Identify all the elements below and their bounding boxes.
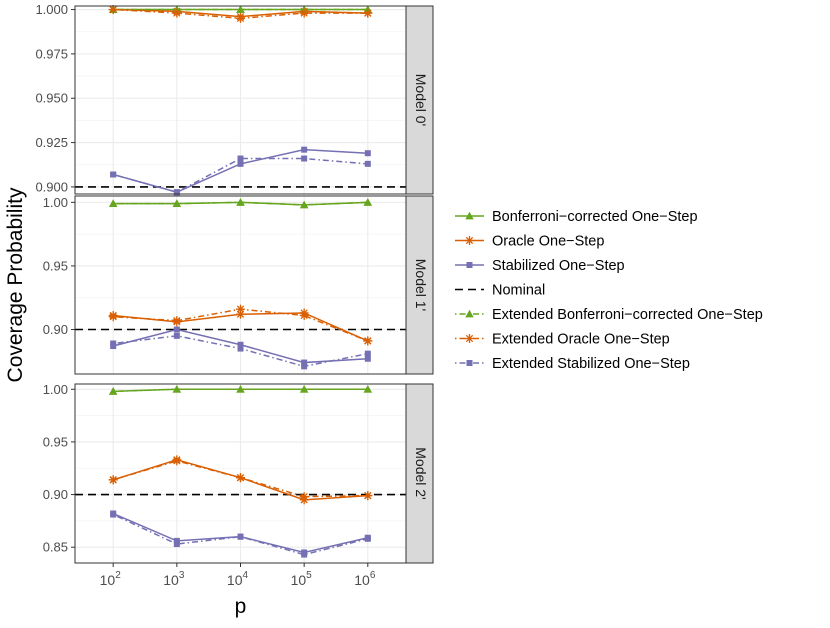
- data-point-stabilized-solid: [237, 160, 244, 167]
- data-point-stabilized-solid: [237, 341, 244, 348]
- data-point-stabilized-dotdash: [364, 160, 371, 167]
- data-point-bonferroni-dotdash: [363, 385, 373, 393]
- x-tick-label: 106: [354, 570, 376, 588]
- data-point-stabilized-dotdash: [301, 363, 308, 370]
- facet-strip-label: Model 0': [413, 74, 429, 126]
- data-point-stabilized-dotdash: [110, 171, 117, 178]
- facet-strip: [405, 5, 434, 195]
- legend-label: Oracle One−Step: [492, 234, 604, 250]
- data-point-oracle-dotdash: [172, 316, 182, 326]
- data-point-stabilized-dotdash: [301, 551, 308, 558]
- data-point-bonferroni-dotdash: [108, 199, 118, 207]
- data-point-oracle-dotdash: [299, 8, 309, 18]
- data-point-stabilized-dotdash: [237, 155, 244, 162]
- data-point-stabilized-solid: [364, 355, 371, 362]
- legend: Bonferroni−corrected One−Step Oracle One−…: [455, 209, 763, 372]
- data-point-stabilized-dotdash: [173, 189, 180, 196]
- series-line-stabilized-dotdash: [112, 157, 368, 194]
- y-tick-label: 0.900: [35, 179, 68, 194]
- x-tick-label: 104: [227, 570, 249, 588]
- data-point-stabilized-solid: [301, 146, 308, 153]
- y-tick-label: 1.000: [35, 2, 68, 17]
- series-line-stabilized-dotdash: [112, 513, 368, 556]
- legend-key-marker: [466, 262, 473, 268]
- data-point-bonferroni-dotdash: [172, 385, 182, 393]
- data-point-stabilized-dotdash: [364, 535, 371, 542]
- data-point-oracle-dotdash: [363, 8, 373, 18]
- y-tick-label: 0.85: [43, 540, 68, 555]
- data-point-stabilized-solid: [173, 326, 180, 333]
- legend-key-marker: [465, 334, 474, 343]
- legend-key-marker: [465, 211, 474, 220]
- x-tick-label: 103: [163, 570, 185, 588]
- legend-label: Bonferroni−corrected One−Step: [492, 209, 698, 225]
- legend-label: Nominal: [492, 283, 545, 299]
- panel-1: 0.90 0.95 1.00 Model 1': [43, 195, 434, 375]
- data-point-stabilized-dotdash: [110, 340, 117, 347]
- y-tick-label: 0.95: [43, 258, 68, 273]
- x-tick-label: 105: [291, 570, 313, 588]
- legend-label: Extended Oracle One−Step: [492, 332, 670, 348]
- data-point-bonferroni-dotdash: [236, 5, 245, 13]
- y-tick-label: 0.95: [43, 434, 68, 449]
- data-point-bonferroni-dotdash: [363, 198, 373, 206]
- data-point-bonferroni-dotdash: [108, 387, 118, 395]
- data-point-oracle-dotdash: [236, 13, 245, 23]
- y-tick-label: 0.950: [35, 91, 68, 106]
- data-point-oracle-dotdash: [236, 473, 245, 483]
- data-point-oracle-dotdash: [363, 336, 373, 346]
- data-point-oracle-dotdash: [299, 311, 309, 321]
- data-point-stabilized-solid: [301, 359, 308, 366]
- panel-2: 0.85 0.90 0.95 1.00 Model 2': [43, 382, 434, 564]
- x-axis-title: p: [235, 595, 247, 618]
- data-point-stabilized-dotdash: [301, 155, 308, 162]
- y-tick-label: 1.00: [43, 382, 68, 397]
- panel-0: 0.900 0.925 0.950 0.975 1.000 Model 0': [35, 2, 434, 196]
- data-point-oracle-dotdash: [172, 456, 182, 466]
- data-point-oracle-dotdash: [108, 475, 118, 485]
- data-point-stabilized-solid: [364, 150, 371, 157]
- y-tick-label: 0.925: [35, 135, 68, 150]
- legend-key-marker: [465, 236, 474, 245]
- data-point-stabilized-dotdash: [237, 345, 244, 352]
- data-point-stabilized-dotdash: [237, 533, 244, 540]
- data-point-oracle-dotdash: [108, 312, 118, 322]
- data-point-oracle-dotdash: [363, 491, 373, 501]
- data-point-bonferroni-dotdash: [172, 199, 182, 207]
- y-tick-label: 0.90: [43, 487, 68, 502]
- data-point-stabilized-dotdash: [173, 541, 180, 548]
- data-point-bonferroni-dotdash: [236, 385, 245, 393]
- facet-strip: [405, 383, 434, 564]
- data-point-stabilized-solid: [173, 537, 180, 544]
- data-point-bonferroni-dotdash: [299, 200, 309, 209]
- data-point-oracle-dotdash: [236, 304, 245, 314]
- y-tick-label: 0.90: [43, 322, 68, 337]
- x-tick-label: 102: [100, 570, 122, 588]
- y-tick-label: 1.00: [43, 195, 68, 210]
- legend-label: Stabilized One−Step: [492, 258, 625, 274]
- legend-key-marker: [466, 360, 473, 366]
- y-tick-label: 0.975: [35, 46, 68, 61]
- facet-strip: [405, 195, 434, 375]
- data-point-oracle-dotdash: [172, 8, 182, 18]
- facet-strip-label: Model 1': [413, 259, 429, 311]
- facet-strip-label: Model 2': [413, 447, 429, 499]
- data-point-oracle-dotdash: [299, 492, 309, 502]
- legend-label: Extended Stabilized One−Step: [492, 356, 690, 372]
- data-point-stabilized-dotdash: [110, 511, 117, 518]
- legend-key-marker: [465, 309, 474, 318]
- data-point-stabilized-dotdash: [173, 332, 180, 339]
- data-point-stabilized-dotdash: [364, 350, 371, 357]
- data-point-bonferroni-dotdash: [299, 385, 309, 393]
- data-point-bonferroni-dotdash: [236, 198, 245, 206]
- y-axis-title: Coverage Probability: [4, 187, 27, 382]
- legend-label: Extended Bonferroni−corrected One−Step: [492, 307, 763, 323]
- data-point-oracle-dotdash: [108, 5, 118, 15]
